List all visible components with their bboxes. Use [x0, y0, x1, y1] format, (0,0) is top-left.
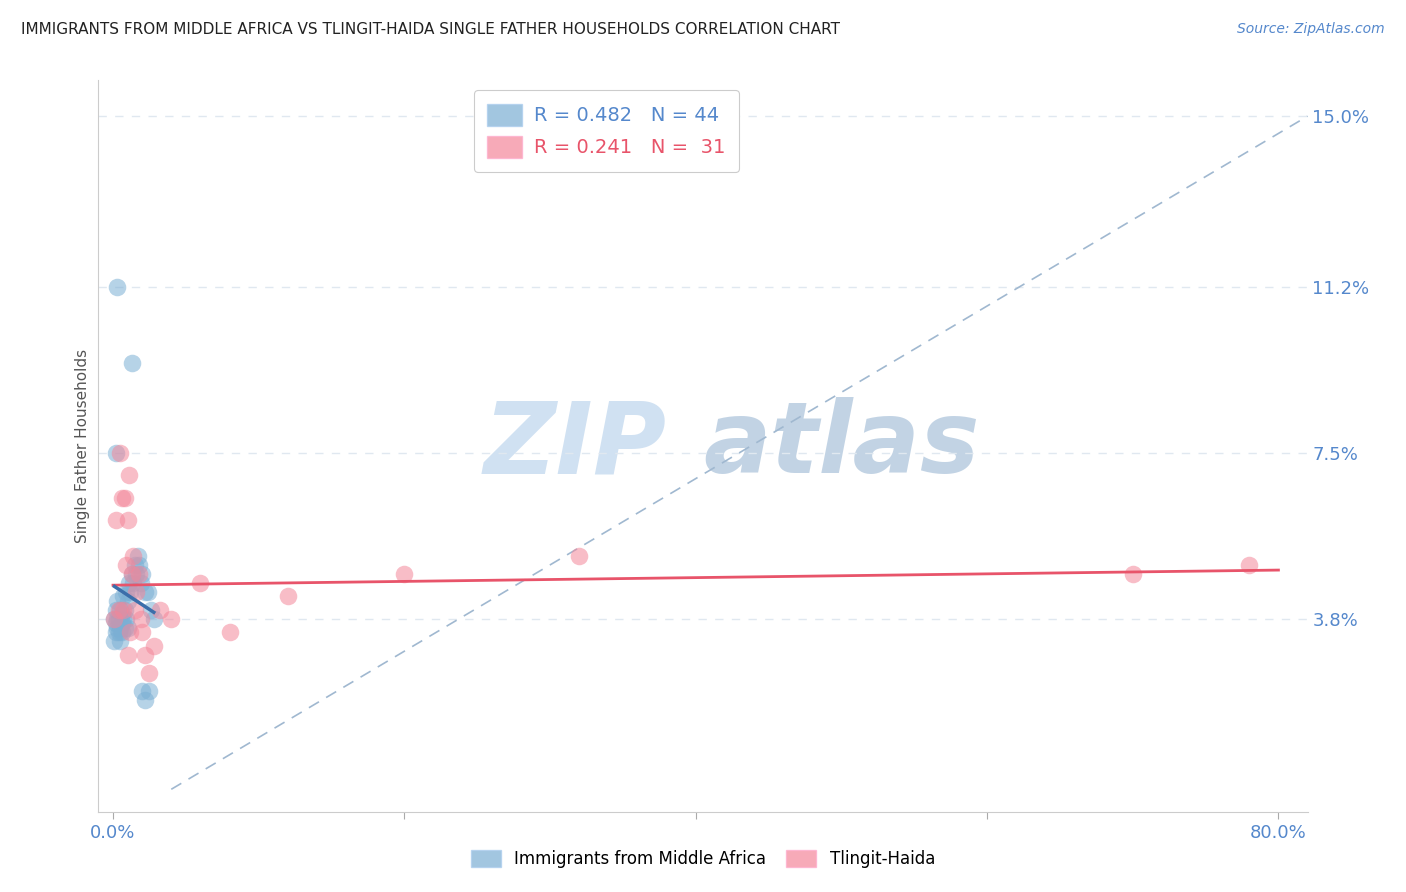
Legend: R = 0.482   N = 44, R = 0.241   N =  31: R = 0.482 N = 44, R = 0.241 N = 31: [474, 90, 740, 172]
Point: [568, 549, 591, 563]
Point: [110, 446, 132, 460]
Point: [131, 683, 153, 698]
Point: [108, 603, 131, 617]
Point: [117, 648, 139, 662]
Point: [114, 621, 136, 635]
Y-axis label: Single Father Households: Single Father Households: [75, 349, 90, 543]
Point: [103, 612, 125, 626]
Point: [104, 616, 127, 631]
Point: [120, 584, 142, 599]
Point: [115, 612, 138, 626]
Point: [105, 279, 128, 293]
Point: [128, 558, 150, 572]
Point: [149, 603, 172, 617]
Point: [105, 594, 128, 608]
Point: [124, 603, 146, 617]
Point: [104, 446, 127, 460]
Point: [125, 566, 148, 581]
Point: [121, 566, 143, 581]
Point: [1122, 566, 1144, 581]
Point: [125, 584, 148, 599]
Point: [114, 603, 136, 617]
Point: [121, 356, 143, 370]
Point: [103, 634, 125, 648]
Point: [122, 549, 145, 563]
Point: [105, 621, 128, 635]
Point: [111, 607, 134, 622]
Point: [128, 566, 150, 581]
Point: [218, 625, 240, 640]
Point: [277, 590, 299, 604]
Point: [117, 513, 139, 527]
Point: [103, 612, 125, 626]
Point: [111, 616, 134, 631]
Point: [114, 491, 136, 505]
Point: [104, 513, 127, 527]
Text: ZIP: ZIP: [484, 398, 666, 494]
Point: [160, 612, 183, 626]
Point: [124, 558, 146, 572]
Point: [112, 590, 135, 604]
Point: [129, 612, 152, 626]
Point: [110, 621, 132, 635]
Point: [108, 612, 131, 626]
Point: [118, 575, 141, 590]
Point: [120, 625, 142, 640]
Point: [104, 625, 127, 640]
Point: [131, 625, 153, 640]
Point: [190, 575, 212, 590]
Point: [127, 549, 149, 563]
Point: [112, 612, 135, 626]
Point: [129, 575, 152, 590]
Point: [131, 566, 153, 581]
Text: Source: ZipAtlas.com: Source: ZipAtlas.com: [1237, 22, 1385, 37]
Point: [105, 612, 128, 626]
Point: [134, 692, 156, 706]
Text: IMMIGRANTS FROM MIDDLE AFRICA VS TLINGIT-HAIDA SINGLE FATHER HOUSEHOLDS CORRELAT: IMMIGRANTS FROM MIDDLE AFRICA VS TLINGIT…: [21, 22, 841, 37]
Legend: Immigrants from Middle Africa, Tlingit-Haida: Immigrants from Middle Africa, Tlingit-H…: [464, 843, 942, 875]
Point: [134, 584, 156, 599]
Point: [134, 648, 156, 662]
Point: [139, 603, 162, 617]
Point: [115, 558, 138, 572]
Point: [394, 566, 416, 581]
Point: [110, 634, 132, 648]
Point: [108, 625, 131, 640]
Point: [117, 594, 139, 608]
Point: [115, 584, 138, 599]
Point: [121, 566, 143, 581]
Point: [136, 584, 159, 599]
Point: [110, 603, 132, 617]
Point: [117, 621, 139, 635]
Point: [112, 603, 135, 617]
Point: [122, 575, 145, 590]
Point: [111, 491, 134, 505]
Point: [142, 639, 165, 653]
Point: [138, 665, 160, 680]
Point: [138, 683, 160, 698]
Point: [111, 625, 134, 640]
Point: [118, 468, 141, 483]
Text: atlas: atlas: [703, 398, 980, 494]
Point: [1239, 558, 1261, 572]
Point: [104, 603, 127, 617]
Point: [142, 612, 165, 626]
